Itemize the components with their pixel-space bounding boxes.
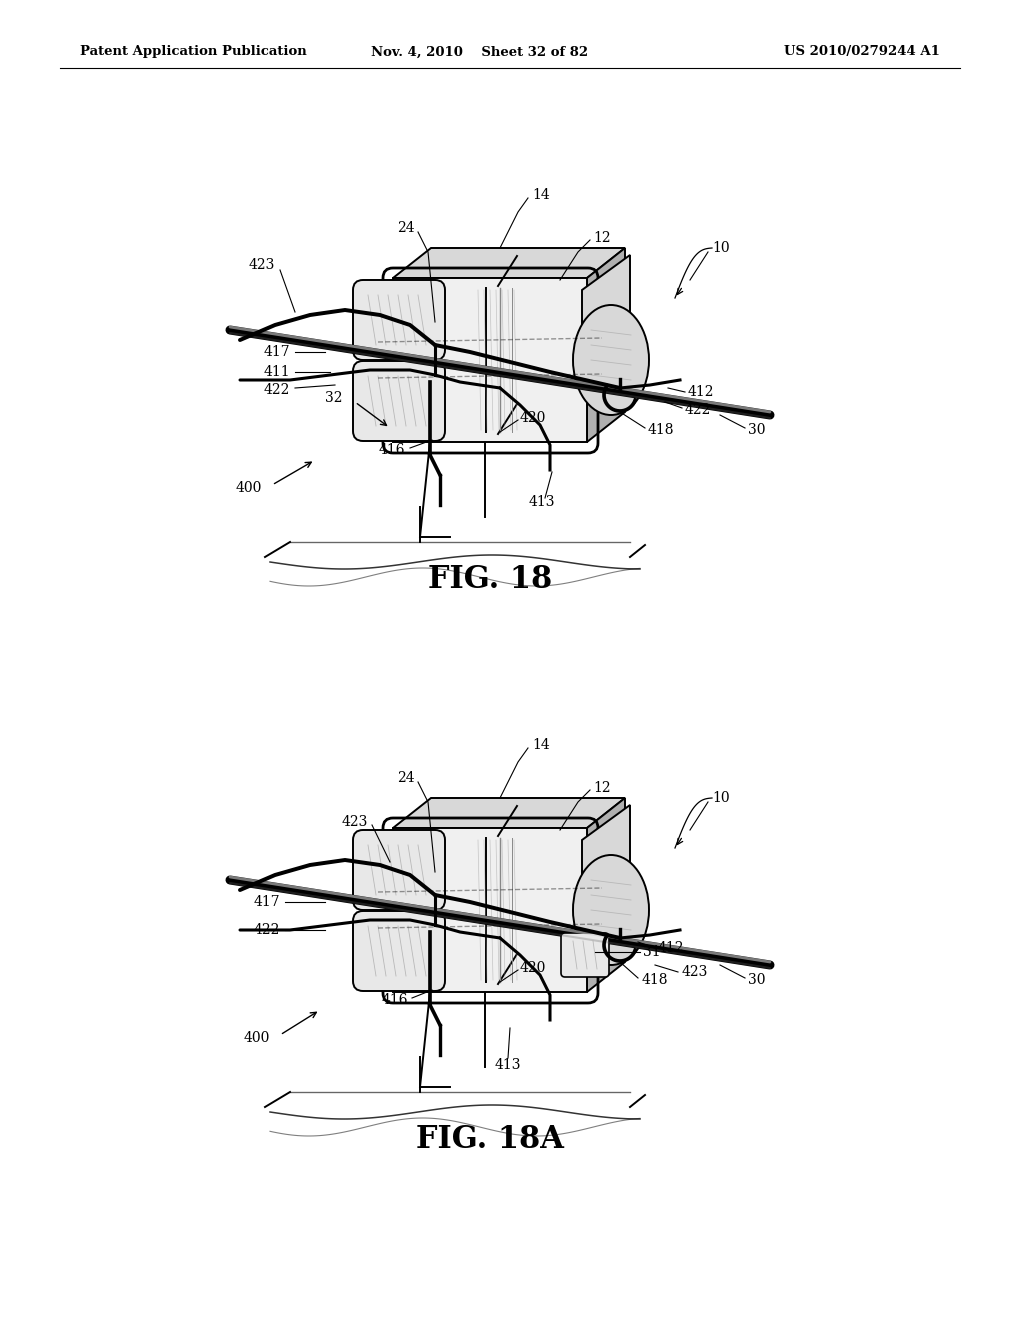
Text: 30: 30 — [748, 422, 766, 437]
Text: 413: 413 — [495, 1059, 521, 1072]
Text: 420: 420 — [520, 411, 547, 425]
Text: 416: 416 — [379, 444, 406, 457]
FancyBboxPatch shape — [353, 911, 445, 991]
Text: 400: 400 — [244, 1031, 270, 1045]
Text: 24: 24 — [397, 771, 415, 785]
Text: 422: 422 — [263, 383, 290, 397]
Text: 422: 422 — [254, 923, 280, 937]
Text: 412: 412 — [688, 385, 715, 399]
Text: 400: 400 — [236, 480, 262, 495]
Text: US 2010/0279244 A1: US 2010/0279244 A1 — [784, 45, 940, 58]
Text: 12: 12 — [593, 781, 610, 795]
Polygon shape — [393, 799, 625, 828]
Text: 14: 14 — [532, 738, 550, 752]
Text: 31: 31 — [643, 945, 660, 960]
Ellipse shape — [573, 305, 649, 414]
Text: 423: 423 — [342, 814, 368, 829]
Text: 417: 417 — [253, 895, 280, 909]
Text: Nov. 4, 2010    Sheet 32 of 82: Nov. 4, 2010 Sheet 32 of 82 — [372, 45, 589, 58]
FancyBboxPatch shape — [353, 360, 445, 441]
Polygon shape — [587, 799, 625, 993]
Polygon shape — [393, 279, 587, 442]
Text: 12: 12 — [593, 231, 610, 246]
Text: 417: 417 — [263, 345, 290, 359]
Text: 413: 413 — [528, 495, 555, 510]
Text: 24: 24 — [397, 220, 415, 235]
Polygon shape — [393, 248, 625, 279]
Text: 30: 30 — [748, 973, 766, 987]
FancyBboxPatch shape — [353, 830, 445, 909]
Text: FIG. 18A: FIG. 18A — [416, 1125, 564, 1155]
Text: 14: 14 — [532, 187, 550, 202]
Ellipse shape — [573, 855, 649, 965]
Text: 423: 423 — [682, 965, 709, 979]
Text: 418: 418 — [642, 973, 669, 987]
Text: 32: 32 — [325, 391, 342, 405]
Text: 10: 10 — [712, 242, 730, 255]
Text: 10: 10 — [712, 791, 730, 805]
FancyBboxPatch shape — [561, 933, 609, 977]
Polygon shape — [393, 828, 587, 993]
Polygon shape — [582, 805, 630, 900]
Text: 418: 418 — [648, 422, 675, 437]
Text: 422: 422 — [685, 403, 712, 417]
Text: 416: 416 — [382, 993, 408, 1007]
Text: 423: 423 — [249, 257, 275, 272]
Text: 420: 420 — [520, 961, 547, 975]
Text: Patent Application Publication: Patent Application Publication — [80, 45, 307, 58]
Polygon shape — [587, 248, 625, 442]
FancyBboxPatch shape — [353, 280, 445, 360]
Text: 411: 411 — [263, 366, 290, 379]
Text: FIG. 18: FIG. 18 — [428, 565, 552, 595]
Polygon shape — [582, 255, 630, 350]
Text: 412: 412 — [658, 941, 684, 954]
